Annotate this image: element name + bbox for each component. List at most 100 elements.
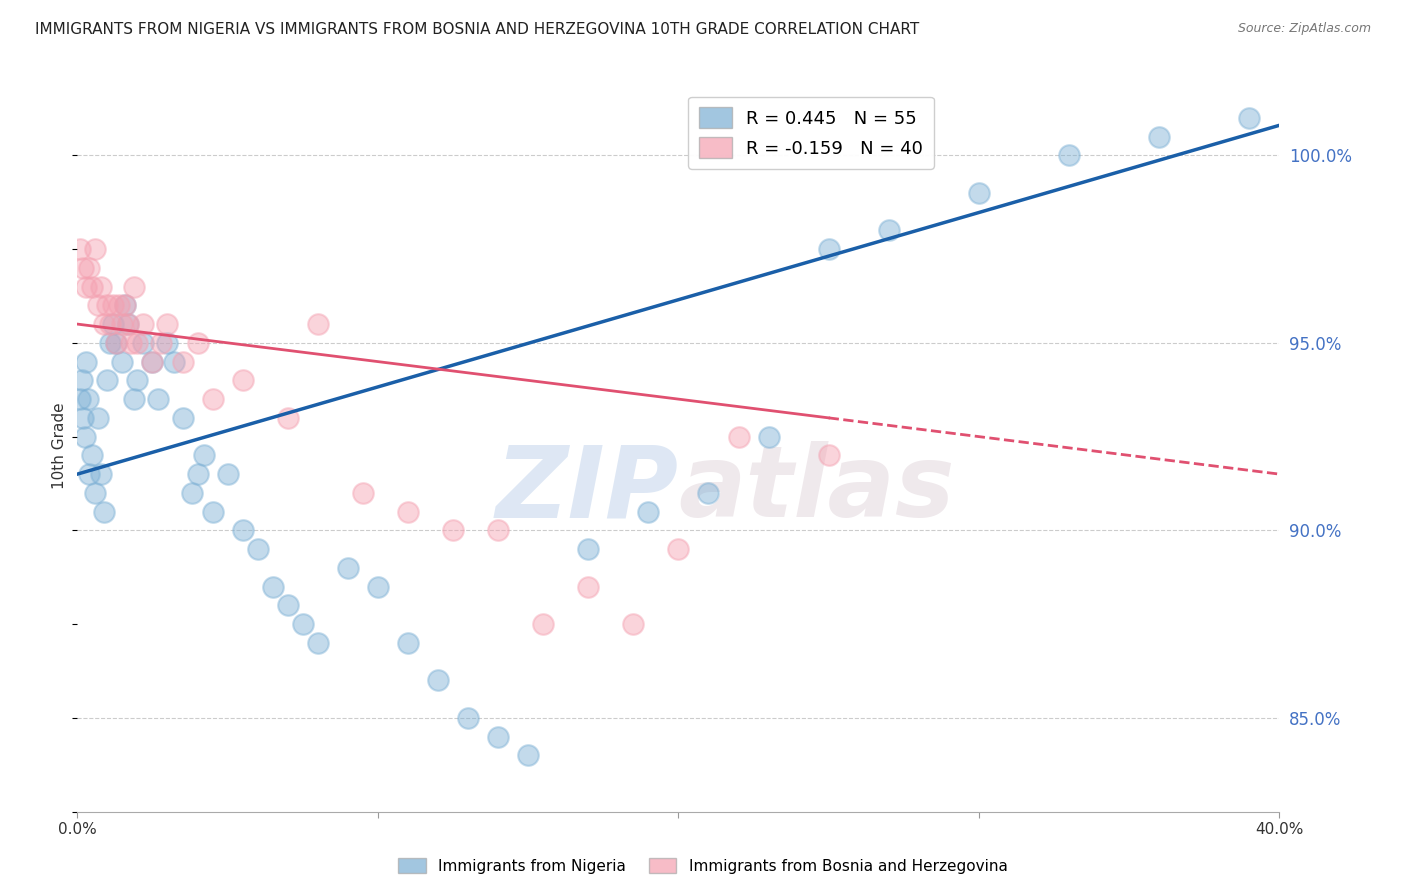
Point bbox=[90, 467, 112, 482]
Point bbox=[100, 335, 122, 350]
Point bbox=[75, 354, 97, 368]
Point bbox=[162, 354, 184, 368]
Point bbox=[291, 617, 314, 632]
Point bbox=[396, 505, 419, 519]
Point bbox=[70, 373, 93, 387]
Point bbox=[232, 524, 254, 538]
Point bbox=[186, 467, 209, 482]
Point bbox=[75, 279, 97, 293]
Point bbox=[127, 373, 149, 387]
Text: ZIP: ZIP bbox=[495, 442, 679, 539]
Point bbox=[817, 242, 839, 256]
Point bbox=[457, 711, 479, 725]
Point bbox=[668, 542, 690, 557]
Point bbox=[117, 317, 139, 331]
Point bbox=[1057, 148, 1080, 162]
Point bbox=[277, 410, 299, 425]
Point bbox=[87, 410, 110, 425]
Point bbox=[193, 449, 215, 463]
Point bbox=[103, 317, 125, 331]
Point bbox=[307, 317, 329, 331]
Point bbox=[531, 617, 554, 632]
Point bbox=[232, 373, 254, 387]
Point bbox=[79, 260, 101, 275]
Point bbox=[93, 505, 115, 519]
Point bbox=[73, 429, 96, 443]
Point bbox=[148, 392, 170, 406]
Point bbox=[517, 748, 540, 763]
Point bbox=[1239, 111, 1261, 125]
Text: IMMIGRANTS FROM NIGERIA VS IMMIGRANTS FROM BOSNIA AND HERZEGOVINA 10TH GRADE COR: IMMIGRANTS FROM NIGERIA VS IMMIGRANTS FR… bbox=[35, 22, 920, 37]
Point bbox=[307, 636, 329, 650]
Point bbox=[758, 429, 780, 443]
Point bbox=[69, 242, 91, 256]
Point bbox=[82, 449, 104, 463]
Point bbox=[396, 636, 419, 650]
Point bbox=[105, 335, 128, 350]
Point bbox=[576, 580, 599, 594]
Point bbox=[427, 673, 450, 688]
Point bbox=[367, 580, 389, 594]
Text: atlas: atlas bbox=[679, 442, 955, 539]
Point bbox=[817, 449, 839, 463]
Point bbox=[697, 486, 720, 500]
Point bbox=[727, 429, 749, 443]
Point bbox=[201, 392, 224, 406]
Point bbox=[621, 617, 644, 632]
Point bbox=[105, 335, 128, 350]
Point bbox=[84, 242, 107, 256]
Point bbox=[114, 298, 136, 312]
Point bbox=[186, 335, 209, 350]
Point bbox=[132, 335, 155, 350]
Point bbox=[114, 298, 136, 312]
Legend: R = 0.445   N = 55, R = -0.159   N = 40: R = 0.445 N = 55, R = -0.159 N = 40 bbox=[689, 96, 934, 169]
Point bbox=[96, 373, 118, 387]
Point bbox=[486, 524, 509, 538]
Legend: Immigrants from Nigeria, Immigrants from Bosnia and Herzegovina: Immigrants from Nigeria, Immigrants from… bbox=[392, 852, 1014, 880]
Point bbox=[124, 279, 146, 293]
Point bbox=[576, 542, 599, 557]
Point bbox=[84, 486, 107, 500]
Point bbox=[262, 580, 284, 594]
Point bbox=[180, 486, 202, 500]
Point bbox=[132, 317, 155, 331]
Point bbox=[76, 392, 98, 406]
Point bbox=[82, 279, 104, 293]
Point bbox=[141, 354, 163, 368]
Point bbox=[117, 317, 139, 331]
Point bbox=[877, 223, 900, 237]
Point bbox=[336, 561, 359, 575]
Point bbox=[486, 730, 509, 744]
Point bbox=[93, 317, 115, 331]
Point bbox=[217, 467, 239, 482]
Point bbox=[103, 298, 125, 312]
Y-axis label: 10th Grade: 10th Grade bbox=[52, 402, 67, 490]
Point bbox=[441, 524, 464, 538]
Point bbox=[156, 317, 179, 331]
Point bbox=[201, 505, 224, 519]
Point bbox=[90, 279, 112, 293]
Point bbox=[637, 505, 659, 519]
Point bbox=[124, 392, 146, 406]
Point bbox=[96, 298, 118, 312]
Point bbox=[156, 335, 179, 350]
Point bbox=[141, 354, 163, 368]
Point bbox=[246, 542, 269, 557]
Text: Source: ZipAtlas.com: Source: ZipAtlas.com bbox=[1237, 22, 1371, 36]
Point bbox=[72, 410, 94, 425]
Point bbox=[69, 392, 91, 406]
Point bbox=[1149, 129, 1171, 144]
Point bbox=[87, 298, 110, 312]
Point bbox=[967, 186, 990, 200]
Point bbox=[120, 335, 142, 350]
Point bbox=[352, 486, 374, 500]
Point bbox=[172, 354, 194, 368]
Point bbox=[111, 354, 134, 368]
Point bbox=[127, 335, 149, 350]
Point bbox=[277, 599, 299, 613]
Point bbox=[72, 260, 94, 275]
Point bbox=[111, 317, 134, 331]
Point bbox=[172, 410, 194, 425]
Point bbox=[108, 298, 131, 312]
Point bbox=[79, 467, 101, 482]
